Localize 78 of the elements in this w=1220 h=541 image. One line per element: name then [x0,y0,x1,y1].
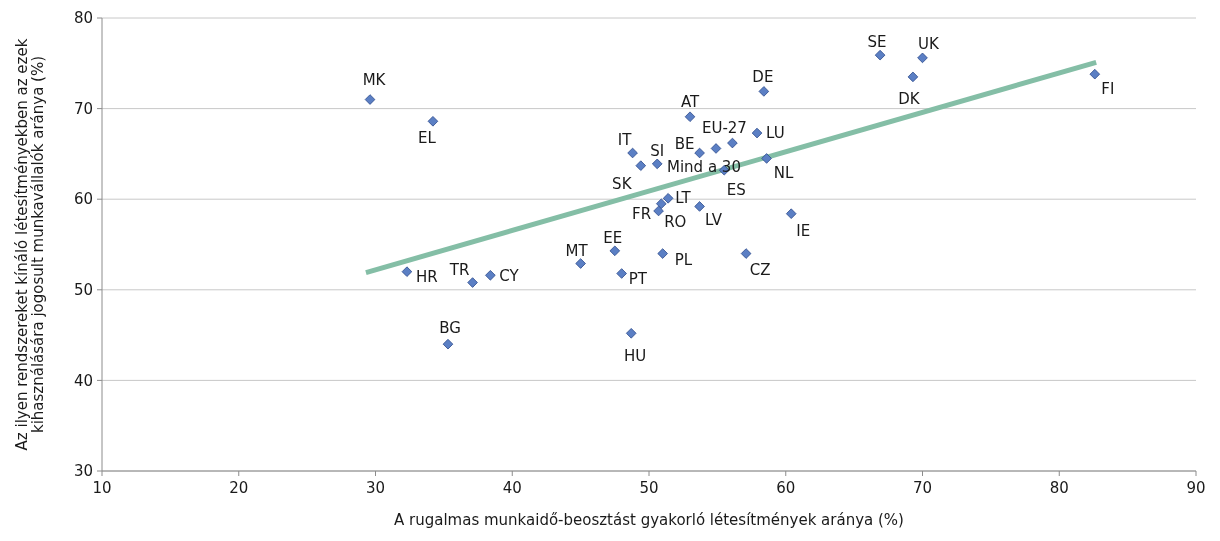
point [727,137,738,149]
annotation: EL [418,128,437,147]
annotation: PT [628,269,648,288]
y-tick-label: 30 [73,462,93,481]
annotation: BE [674,135,695,154]
point [684,111,696,122]
annotation: RO [664,212,687,231]
x-tick-label: 60 [776,479,796,497]
point [1089,68,1101,80]
annotation: LV [705,210,723,229]
y-tick-label: 60 [73,190,93,209]
x-tick-label: 40 [502,479,522,497]
annotation: EU-27 [701,119,747,138]
annotation: EE [603,229,623,248]
annotation: TR [448,260,470,279]
annotation: SK [612,174,633,193]
annotation: DK [898,90,921,109]
x-tick-label: 50 [639,479,659,497]
annotation: CZ [749,260,771,279]
point [694,201,705,212]
annotation: DE [752,67,774,86]
annotation: PL [674,250,693,269]
point [427,116,439,127]
annotation: UK [918,35,941,54]
annotation: MT [565,241,589,260]
annotation: LT [675,188,692,207]
x-tick-label: 20 [229,479,249,497]
x-tick-label: 10 [92,479,112,497]
point [710,143,722,154]
y-tick-label: 80 [73,9,93,28]
x-tick-label: 80 [1049,479,1069,497]
annotation: SI [650,142,665,161]
point [662,193,674,204]
point [609,245,621,257]
point [785,208,797,219]
annotation: HU [624,346,647,365]
point [907,71,919,83]
annotation: NL [773,163,795,182]
point [761,153,772,164]
point [401,266,413,277]
point [364,94,376,105]
point [627,147,638,159]
annotation: HR [415,267,438,286]
point [740,248,752,259]
point [651,158,663,170]
annotation: IE [796,221,811,240]
x-tick-label: 70 [912,479,933,497]
point [653,205,664,217]
y-tick-label: 50 [73,281,93,300]
point [625,328,637,339]
x-axis-title: A rugalmas munkaidő-beosztást gyakorló létesítmények aránya (%) [394,511,904,529]
point [616,268,627,279]
point [917,52,928,64]
point [485,270,496,281]
point [694,147,705,159]
annotation: BG [439,319,461,338]
point [874,49,886,61]
annotation: LU [766,124,785,143]
point [751,127,763,139]
annotation: FI [1101,80,1115,99]
annotation: IT [617,131,633,150]
annotation: AT [680,93,700,111]
point [575,258,586,269]
x-tick-label: 90 [1186,479,1206,497]
annotation: SE [867,33,887,52]
y-axis-title: Az ilyen rendszereket kínáló létesítményekben az ezek kihasználására jogosult munkavállalók aránya (%) [12,38,47,451]
annotation: MK [362,70,387,89]
y-tick-label: 40 [73,371,93,390]
annotation: CY [499,266,520,285]
point [635,160,647,171]
point [467,277,478,288]
annotation: ES [726,181,746,200]
y-tick-label: 70 [73,99,93,118]
x-tick-label: 30 [365,479,386,497]
point [758,86,770,97]
point [657,248,668,259]
point [442,338,454,350]
annotation: FR [632,205,652,224]
